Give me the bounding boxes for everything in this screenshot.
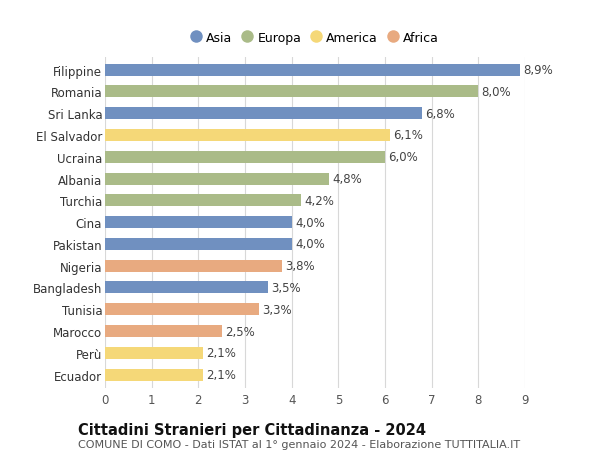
Text: 3,8%: 3,8% [286, 260, 315, 273]
Text: 4,0%: 4,0% [295, 238, 325, 251]
Legend: Asia, Europa, America, Africa: Asia, Europa, America, Africa [186, 27, 444, 50]
Text: 3,3%: 3,3% [262, 303, 292, 316]
Bar [105, 282, 268, 294]
Text: 2,5%: 2,5% [225, 325, 254, 338]
Text: 4,2%: 4,2% [304, 195, 334, 207]
Bar [105, 108, 422, 120]
Bar [105, 86, 478, 98]
Text: 2,1%: 2,1% [206, 368, 236, 381]
Bar [105, 195, 301, 207]
Text: 6,8%: 6,8% [425, 107, 455, 120]
Text: 2,1%: 2,1% [206, 347, 236, 359]
Text: COMUNE DI COMO - Dati ISTAT al 1° gennaio 2024 - Elaborazione TUTTITALIA.IT: COMUNE DI COMO - Dati ISTAT al 1° gennai… [78, 440, 520, 449]
Bar [105, 260, 283, 272]
Text: 4,0%: 4,0% [295, 216, 325, 229]
Bar [105, 347, 203, 359]
Bar [105, 129, 389, 142]
Text: 8,0%: 8,0% [482, 86, 511, 99]
Text: 3,5%: 3,5% [272, 281, 301, 294]
Text: 6,0%: 6,0% [388, 151, 418, 164]
Bar [105, 151, 385, 163]
Bar [105, 173, 329, 185]
Bar [105, 238, 292, 250]
Bar [105, 303, 259, 316]
Text: 4,8%: 4,8% [332, 173, 362, 185]
Text: 6,1%: 6,1% [393, 129, 423, 142]
Bar [105, 64, 520, 76]
Text: 8,9%: 8,9% [524, 64, 553, 77]
Bar [105, 369, 203, 381]
Bar [105, 325, 221, 337]
Bar [105, 217, 292, 229]
Text: Cittadini Stranieri per Cittadinanza - 2024: Cittadini Stranieri per Cittadinanza - 2… [78, 422, 426, 437]
